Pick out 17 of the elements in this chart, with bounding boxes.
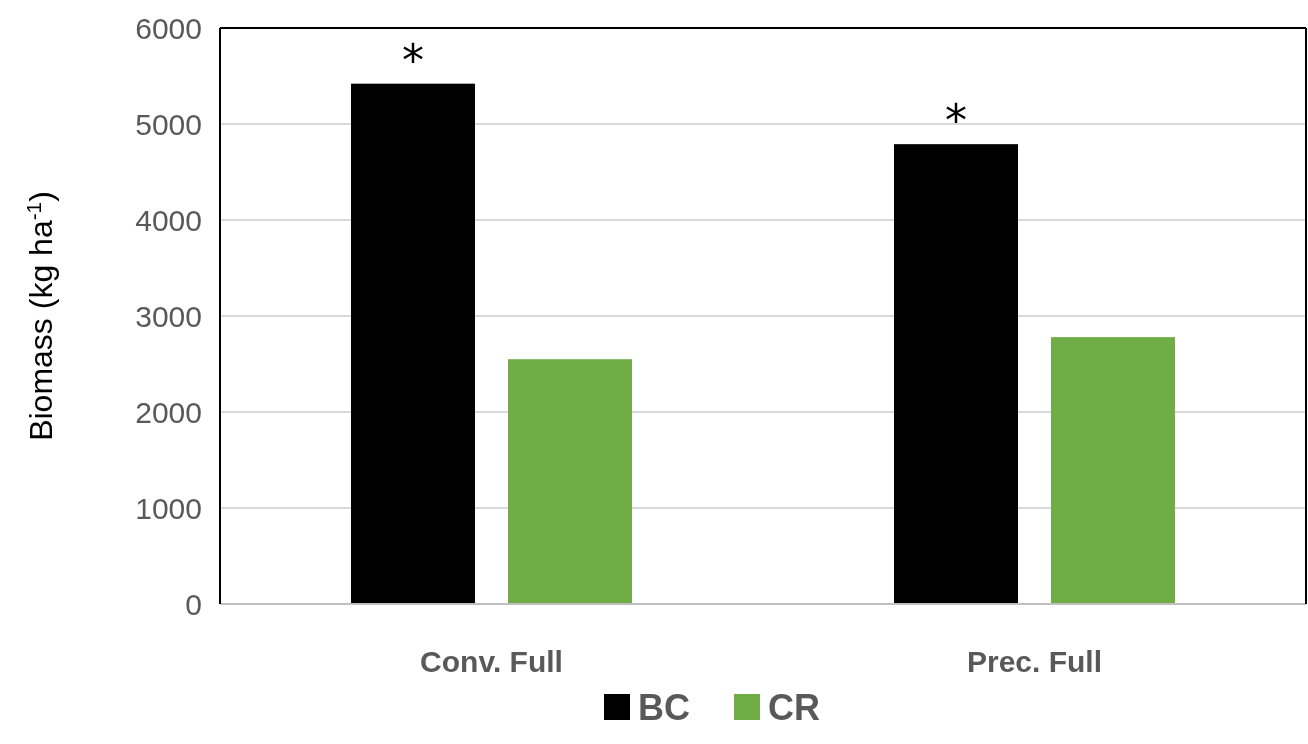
y-tick-label: 4000: [135, 203, 202, 237]
x-tick-label: Prec. Full: [966, 645, 1103, 678]
annotation: *: [945, 95, 967, 147]
y-tick-label: 0: [185, 587, 202, 621]
legend-label: CR: [768, 687, 820, 728]
x-tick-label: Conv. Full: [420, 645, 563, 678]
legend-label: BC: [638, 687, 690, 728]
bar: [351, 83, 475, 604]
y-tick-label: 6000: [135, 11, 202, 45]
bar: [894, 144, 1018, 604]
annotation: *: [402, 34, 424, 86]
bar: [1051, 337, 1175, 604]
y-tick-label: 1000: [135, 491, 202, 525]
bar: [508, 359, 632, 604]
y-tick-label: 2000: [135, 395, 202, 429]
y-tick-label: 5000: [135, 107, 202, 141]
y-tick-label: 3000: [135, 299, 202, 333]
